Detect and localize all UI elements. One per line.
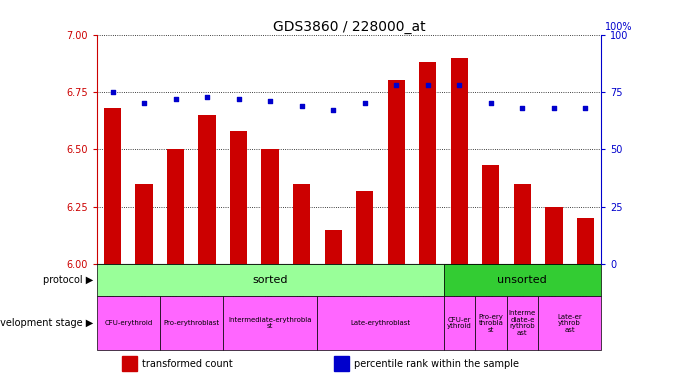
Bar — [261, 149, 278, 264]
Bar — [451, 58, 468, 264]
Bar — [444, 296, 475, 350]
Text: sorted: sorted — [252, 275, 288, 285]
Point — [328, 107, 339, 113]
Text: Late-er
ythrob
ast: Late-er ythrob ast — [557, 314, 582, 333]
Text: protocol ▶: protocol ▶ — [43, 275, 93, 285]
Bar — [223, 296, 317, 350]
Bar — [230, 131, 247, 264]
Text: CFU-er
ythroid: CFU-er ythroid — [447, 317, 472, 329]
Text: Pro-erythroblast: Pro-erythroblast — [163, 320, 219, 326]
Point — [485, 100, 496, 106]
Bar — [334, 356, 349, 371]
Bar — [104, 108, 121, 264]
Point — [170, 96, 181, 102]
Point — [107, 89, 118, 95]
Text: Pro-ery
throbla
st: Pro-ery throbla st — [478, 314, 503, 333]
Text: 100%: 100% — [605, 22, 633, 32]
Bar — [356, 190, 373, 264]
Point — [422, 82, 433, 88]
Bar — [419, 62, 437, 264]
Point — [359, 100, 370, 106]
Point — [454, 82, 465, 88]
Bar — [513, 184, 531, 264]
Point — [138, 100, 149, 106]
Text: development stage ▶: development stage ▶ — [0, 318, 93, 328]
Text: Intermediate-erythrobla
st: Intermediate-erythrobla st — [229, 317, 312, 329]
Bar — [317, 296, 444, 350]
Bar — [97, 264, 444, 296]
Point — [580, 105, 591, 111]
Bar — [97, 296, 160, 350]
Bar — [538, 296, 601, 350]
Point — [390, 82, 401, 88]
Bar — [198, 115, 216, 264]
Bar — [507, 296, 538, 350]
Text: Late-erythroblast: Late-erythroblast — [350, 320, 410, 326]
Bar — [325, 230, 342, 264]
Title: GDS3860 / 228000_at: GDS3860 / 228000_at — [273, 20, 425, 33]
Text: percentile rank within the sample: percentile rank within the sample — [354, 359, 519, 369]
Text: Interme
diate-e
rythrob
ast: Interme diate-e rythrob ast — [509, 310, 536, 336]
Point — [265, 98, 276, 104]
Text: transformed count: transformed count — [142, 359, 233, 369]
Point — [549, 105, 560, 111]
Bar — [545, 207, 562, 264]
Text: CFU-erythroid: CFU-erythroid — [104, 320, 153, 326]
Bar — [167, 149, 184, 264]
Point — [233, 96, 244, 102]
Point — [296, 103, 307, 109]
Bar — [135, 184, 153, 264]
Bar — [388, 81, 405, 264]
Bar — [475, 296, 507, 350]
Bar — [122, 356, 137, 371]
Bar — [293, 184, 310, 264]
Point — [517, 105, 528, 111]
Bar — [482, 166, 500, 264]
Point — [202, 93, 213, 99]
Bar — [577, 218, 594, 264]
Bar — [160, 296, 223, 350]
Bar — [444, 264, 601, 296]
Text: unsorted: unsorted — [498, 275, 547, 285]
